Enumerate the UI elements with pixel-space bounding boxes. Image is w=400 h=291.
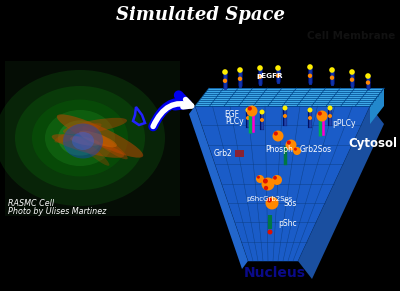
- Circle shape: [246, 106, 258, 116]
- Circle shape: [272, 175, 282, 185]
- Circle shape: [246, 107, 250, 113]
- Circle shape: [307, 64, 313, 70]
- Circle shape: [282, 106, 288, 111]
- FancyBboxPatch shape: [5, 61, 180, 216]
- Circle shape: [276, 74, 280, 78]
- Ellipse shape: [54, 123, 102, 143]
- Circle shape: [257, 65, 263, 71]
- Circle shape: [268, 230, 272, 235]
- Circle shape: [272, 130, 284, 141]
- FancyArrowPatch shape: [153, 95, 187, 127]
- Text: RASMC Cell: RASMC Cell: [8, 198, 54, 207]
- Circle shape: [328, 114, 332, 118]
- Circle shape: [308, 74, 312, 78]
- Circle shape: [293, 147, 301, 155]
- Ellipse shape: [32, 100, 128, 176]
- Text: Nucleus: Nucleus: [244, 266, 306, 280]
- Text: Phosph: Phosph: [265, 145, 293, 154]
- Ellipse shape: [45, 110, 115, 166]
- Text: Photo by Ulises Martinez: Photo by Ulises Martinez: [8, 207, 106, 216]
- Circle shape: [273, 176, 277, 180]
- Circle shape: [308, 107, 312, 113]
- Text: pShcGrb2Sos: pShcGrb2Sos: [247, 196, 293, 202]
- Circle shape: [248, 107, 252, 111]
- Circle shape: [222, 69, 228, 75]
- Circle shape: [316, 111, 328, 122]
- Text: pEGFR: pEGFR: [257, 73, 283, 79]
- Circle shape: [238, 77, 242, 81]
- Ellipse shape: [52, 134, 124, 158]
- FancyArrowPatch shape: [153, 100, 192, 127]
- Circle shape: [349, 69, 355, 75]
- Circle shape: [246, 116, 250, 120]
- Text: Cytosol: Cytosol: [348, 136, 397, 150]
- Circle shape: [330, 75, 334, 80]
- Circle shape: [267, 198, 272, 203]
- Ellipse shape: [82, 127, 128, 159]
- Circle shape: [223, 79, 227, 83]
- Circle shape: [263, 179, 268, 184]
- Circle shape: [266, 196, 278, 210]
- Text: Simulated Space: Simulated Space: [116, 6, 284, 24]
- Text: Cell Membrane: Cell Membrane: [307, 31, 395, 41]
- Circle shape: [258, 74, 262, 79]
- Text: Grb2Sos: Grb2Sos: [300, 145, 332, 153]
- Circle shape: [257, 176, 260, 179]
- Polygon shape: [189, 106, 248, 269]
- Circle shape: [318, 111, 322, 116]
- Circle shape: [275, 65, 281, 71]
- Circle shape: [365, 73, 371, 79]
- Ellipse shape: [72, 132, 94, 150]
- Circle shape: [283, 114, 287, 118]
- Circle shape: [256, 175, 264, 183]
- Text: Sos: Sos: [283, 200, 296, 208]
- Polygon shape: [195, 106, 370, 261]
- Polygon shape: [298, 106, 384, 279]
- Polygon shape: [370, 88, 384, 124]
- Ellipse shape: [15, 86, 145, 190]
- Ellipse shape: [63, 118, 127, 134]
- Circle shape: [262, 178, 274, 191]
- Circle shape: [287, 141, 291, 145]
- Polygon shape: [195, 88, 384, 106]
- Circle shape: [260, 118, 264, 122]
- Circle shape: [366, 80, 370, 85]
- Circle shape: [294, 148, 297, 151]
- Circle shape: [237, 67, 243, 73]
- Bar: [235, 150, 244, 157]
- Text: pPLCy: pPLCy: [332, 120, 356, 129]
- Ellipse shape: [74, 136, 110, 166]
- Circle shape: [286, 139, 296, 150]
- Text: PLCy: PLCy: [225, 116, 244, 125]
- Ellipse shape: [79, 131, 117, 147]
- Ellipse shape: [0, 70, 165, 206]
- Circle shape: [264, 186, 268, 190]
- Text: EGF: EGF: [224, 110, 240, 119]
- Ellipse shape: [58, 120, 102, 156]
- Circle shape: [329, 67, 335, 73]
- Circle shape: [328, 106, 332, 111]
- Circle shape: [260, 109, 264, 114]
- Text: Grb2: Grb2: [213, 148, 232, 157]
- Circle shape: [308, 116, 312, 120]
- Circle shape: [350, 77, 354, 82]
- Circle shape: [274, 132, 278, 136]
- Ellipse shape: [63, 123, 103, 159]
- Ellipse shape: [70, 136, 100, 146]
- Text: pShc: pShc: [278, 219, 297, 228]
- Ellipse shape: [57, 114, 143, 158]
